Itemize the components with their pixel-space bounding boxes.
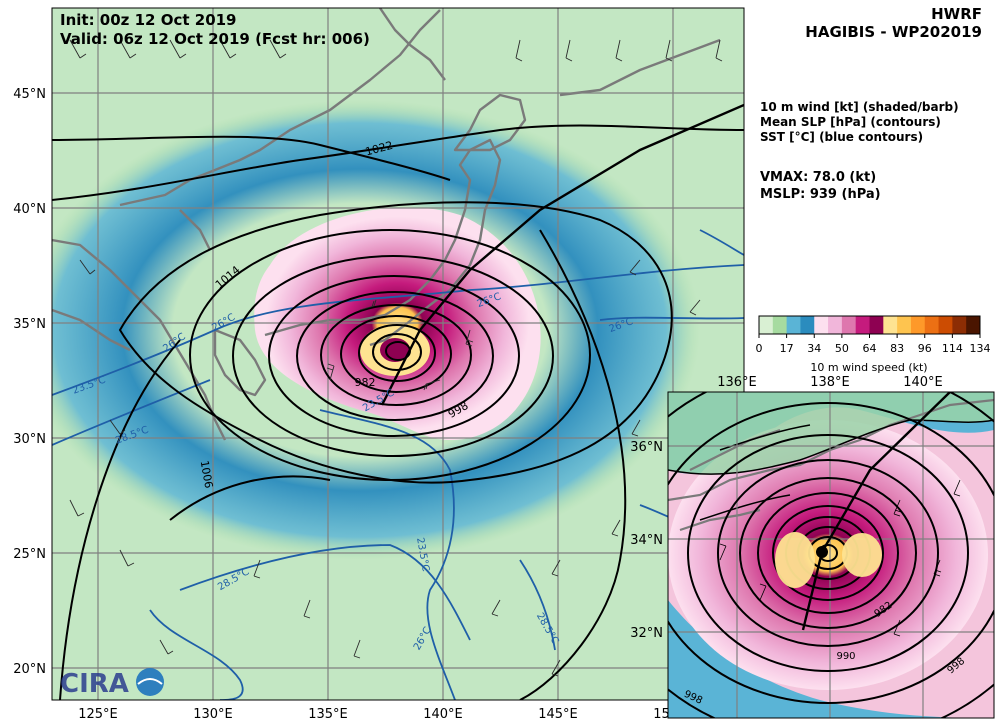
inset-lat-tick-label: 34°N — [630, 533, 663, 548]
lon-tick-label: 145°E — [538, 707, 578, 722]
lon-tick-label: 130°E — [193, 707, 233, 722]
colorbar-swatch — [800, 316, 815, 334]
main-lat-labels: 20°N 25°N 30°N 35°N 40°N 45°N — [13, 87, 46, 677]
inset-lon-labels: 136°E 138°E 140°E — [717, 375, 943, 390]
vmax-stat: VMAX: 78.0 (kt) — [760, 170, 877, 185]
inset-slp-contour-label: 990 — [836, 651, 855, 662]
inset-lat-tick-label: 36°N — [630, 440, 663, 455]
lat-tick-label: 45°N — [13, 87, 46, 102]
colorbar-swatch — [910, 316, 926, 334]
colorbar-swatch — [855, 316, 870, 334]
field-description-sst: SST [°C] (blue contours) — [760, 130, 924, 144]
colorbar: 0 17 34 50 64 83 96 114 134 10 m wind speed (kt) — [756, 315, 991, 374]
colorbar-swatch — [966, 316, 981, 334]
model-name: HWRF — [931, 5, 982, 23]
field-description-slp: Mean SLP [hPa] (contours) — [760, 115, 941, 129]
lon-tick-label: 135°E — [308, 707, 348, 722]
mslp-stat: MSLP: 939 (hPa) — [760, 187, 881, 202]
inset-lon-tick-label: 136°E — [717, 375, 757, 390]
lat-lon-grid — [52, 8, 744, 700]
field-description-wind: 10 m wind [kt] (shaded/barb) — [760, 100, 959, 114]
colorbar-swatch — [786, 316, 801, 334]
colorbar-swatch — [883, 316, 898, 334]
colorbar-tick-label: 114 — [942, 342, 963, 355]
storm-name: HAGIBIS - WP202019 — [805, 23, 982, 41]
lat-tick-label: 30°N — [13, 432, 46, 447]
colorbar-tick-label: 64 — [863, 342, 877, 355]
colorbar-swatch — [952, 316, 967, 334]
inset-lon-tick-label: 138°E — [810, 375, 850, 390]
slp-contours — [52, 124, 744, 700]
lat-tick-label: 35°N — [13, 317, 46, 332]
lon-tick-label: 140°E — [423, 707, 463, 722]
colorbar-swatch — [924, 316, 940, 334]
colorbar-swatch — [759, 316, 774, 334]
colorbar-tick-label: 0 — [756, 342, 763, 355]
colorbar-tick-label: 17 — [780, 342, 794, 355]
colorbar-tick-label: 134 — [970, 342, 991, 355]
lat-tick-label: 40°N — [13, 202, 46, 217]
lon-tick-label: 125°E — [78, 707, 118, 722]
init-time: Init: 00z 12 Oct 2019 — [60, 11, 237, 29]
colorbar-tick-label: 96 — [918, 342, 932, 355]
wind-barbs — [69, 39, 723, 677]
colorbar-label: 10 m wind speed (kt) — [810, 361, 927, 374]
colorbar-tick-label: 50 — [835, 342, 849, 355]
lat-tick-label: 20°N — [13, 662, 46, 677]
colorbar-swatch — [869, 316, 884, 334]
colorbar-swatch — [772, 316, 788, 334]
inset-lon-tick-label: 140°E — [903, 375, 943, 390]
lat-tick-label: 25°N — [13, 547, 46, 562]
colorbar-tick-label: 34 — [807, 342, 821, 355]
slp-contour-label: 1006 — [198, 459, 216, 489]
svg-text:CIRA: CIRA — [60, 669, 129, 699]
valid-time: Valid: 06z 12 Oct 2019 (Fcst hr: 006) — [60, 30, 370, 48]
cira-logo: CIRA — [60, 668, 164, 699]
inset-lat-tick-label: 32°N — [630, 626, 663, 641]
colorbar-swatch — [841, 316, 857, 334]
colorbar-tick-label: 83 — [890, 342, 904, 355]
colorbar-swatch — [828, 316, 843, 334]
colorbar-swatch — [897, 316, 912, 334]
storm-track — [380, 103, 744, 406]
inset-lat-labels: 36°N 34°N 32°N — [630, 440, 663, 641]
slp-contour-label: 982 — [355, 376, 376, 389]
colorbar-swatch — [814, 316, 829, 334]
colorbar-swatch — [938, 316, 953, 334]
